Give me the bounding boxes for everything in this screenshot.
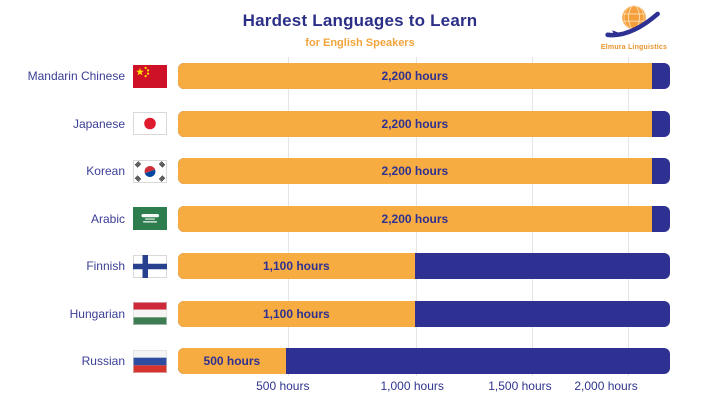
chart-title: Hardest Languages to Learn bbox=[242, 11, 478, 30]
bar-value-label: 2,200 hours bbox=[381, 69, 449, 83]
bar-rows: Mandarin Chinese 2,200 hours Japanese 2,… bbox=[0, 63, 720, 396]
language-label: Russian bbox=[81, 354, 125, 368]
language-label: Korean bbox=[86, 164, 125, 178]
brand-name: Elmura Linguistics bbox=[600, 44, 668, 51]
bar-fill: 2,200 hours bbox=[178, 110, 652, 137]
bar-value-label: 1,100 hours bbox=[262, 259, 330, 273]
language-label: Mandarin Chinese bbox=[27, 69, 125, 83]
bar-value-label: 500 hours bbox=[203, 354, 261, 368]
language-row: Mandarin Chinese 2,200 hours bbox=[0, 63, 720, 89]
hungary-flag-icon bbox=[133, 302, 167, 325]
bar-track: 2,200 hours bbox=[178, 205, 670, 232]
x-tick-label: 500 hours bbox=[256, 379, 310, 393]
brand-logo: Elmura Linguistics bbox=[588, 3, 680, 52]
language-label: Hungarian bbox=[69, 306, 125, 321]
bar-fill: 500 hours bbox=[178, 348, 286, 374]
bar-track: 1,100 hours bbox=[178, 300, 670, 327]
bar-track: 2,200 hours bbox=[178, 158, 670, 184]
south-korea-flag-icon bbox=[133, 159, 167, 183]
language-row: Japanese 2,200 hours bbox=[0, 110, 720, 137]
bar-fill: 2,200 hours bbox=[178, 205, 652, 232]
bar-value-label: 2,200 hours bbox=[381, 211, 449, 226]
finland-flag-icon bbox=[133, 254, 167, 278]
bar-track: 1,100 hours bbox=[178, 253, 670, 279]
x-tick-label: 1,000 hours bbox=[380, 379, 444, 393]
language-row: Korean 2,200 hours bbox=[0, 158, 720, 184]
bar-value-label: 2,200 hours bbox=[381, 164, 449, 178]
bar-track: 2,200 hours bbox=[178, 110, 670, 137]
bar-track: 2,200 hours bbox=[178, 63, 670, 89]
bar-fill: 2,200 hours bbox=[178, 158, 652, 184]
language-label: Finnish bbox=[86, 259, 125, 273]
china-flag-icon bbox=[133, 64, 167, 88]
japan-flag-icon bbox=[133, 112, 167, 135]
chart-header: Hardest Languages to Learn for English S… bbox=[0, 11, 720, 49]
x-tick-label: 2,000 hours bbox=[574, 379, 638, 393]
x-axis: 500 hours 1,000 hours 1,500 hours 2,000 hou… bbox=[178, 379, 670, 395]
language-row: Russian 500 hours bbox=[0, 348, 720, 374]
bar-fill: 1,100 hours bbox=[178, 300, 415, 327]
language-row: Arabic 2,200 hours bbox=[0, 205, 720, 232]
language-row: Hungarian 1,100 hours bbox=[0, 300, 720, 327]
bar-value-label: 1,100 hours bbox=[262, 306, 330, 321]
bar-fill: 1,100 hours bbox=[178, 253, 415, 279]
language-label: Arabic bbox=[90, 211, 125, 226]
saudi-arabia-flag-icon bbox=[133, 207, 167, 230]
language-label: Japanese bbox=[72, 116, 125, 131]
bar-fill: 2,200 hours bbox=[178, 63, 652, 89]
x-tick-label: 1,500 hours bbox=[488, 379, 552, 393]
bar-value-label: 2,200 hours bbox=[381, 116, 449, 131]
chart-subtitle: for English Speakers bbox=[305, 37, 415, 49]
bar-track: 500 hours bbox=[178, 348, 670, 374]
russia-flag-icon bbox=[133, 349, 167, 373]
globe-swoosh-logo-icon bbox=[602, 5, 666, 47]
language-row: Finnish 1,100 hours bbox=[0, 253, 720, 279]
